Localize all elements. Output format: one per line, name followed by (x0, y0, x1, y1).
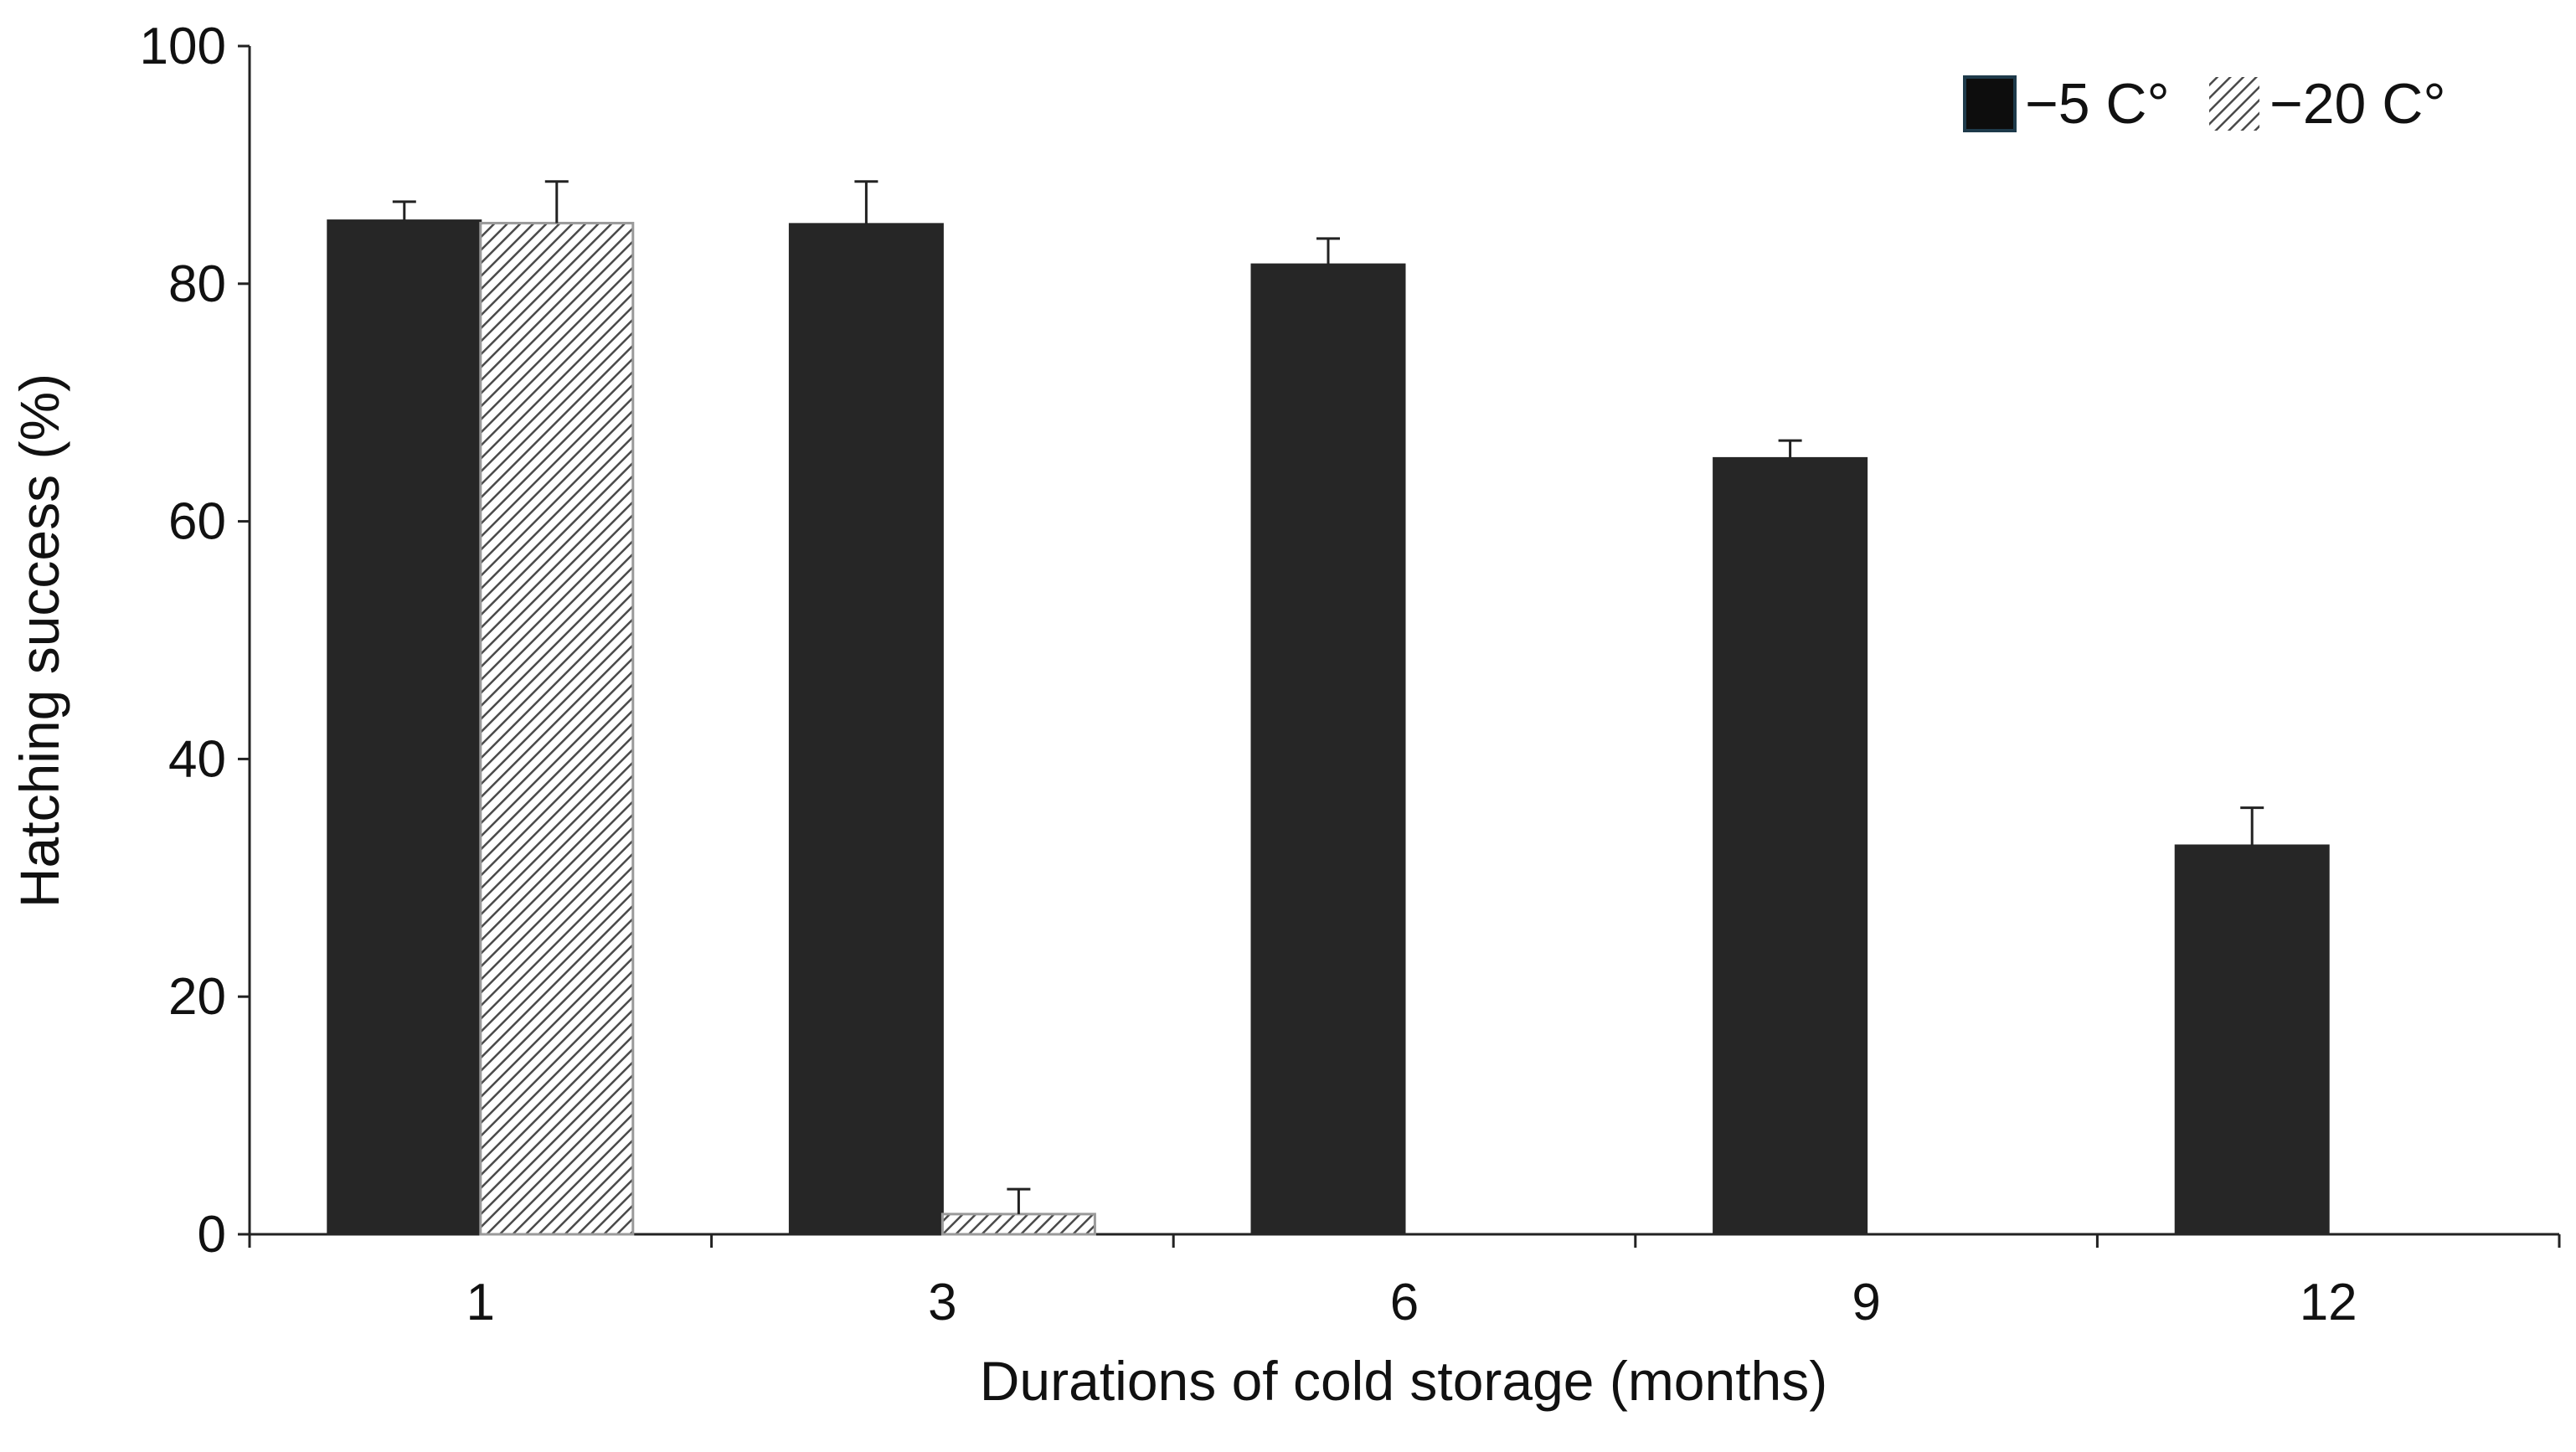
y-tick-label: 0 (198, 1206, 226, 1264)
legend: −5 C° −20 C° (1963, 72, 2446, 136)
y-tick-label: 40 (168, 730, 226, 788)
x-tick-label: 12 (2300, 1274, 2357, 1331)
x-axis-title: Durations of cold storage (months) (980, 1350, 1827, 1412)
bar (940, 1213, 1096, 1236)
bars (327, 219, 2330, 1236)
x-tick-label: 6 (1390, 1274, 1419, 1331)
bar (2174, 844, 2330, 1236)
y-axis-title: Hatching success (%) (8, 373, 70, 908)
y-tick-label: 20 (168, 968, 226, 1026)
x-tick-label: 1 (466, 1274, 495, 1331)
legend-label: −5 C° (2025, 72, 2170, 136)
y-tick-label: 100 (140, 18, 226, 75)
legend-swatch (2209, 77, 2259, 131)
bar (479, 221, 635, 1236)
y-tick-label: 80 (168, 255, 226, 313)
x-tick-label: 3 (928, 1274, 956, 1331)
bar (327, 219, 482, 1236)
y-tick-label: 60 (168, 493, 226, 551)
bar (1713, 456, 1868, 1236)
error-bars (392, 180, 2264, 1214)
legend-swatch (1963, 75, 2017, 132)
bar (788, 223, 944, 1236)
legend-label: −20 C° (2269, 72, 2446, 136)
axis-labels: Durations of cold storage (months) Hatch… (8, 373, 2357, 1412)
axes: 0 20 40 60 80 100 (140, 18, 2561, 1264)
bar (1250, 263, 1406, 1236)
x-tick-label: 9 (1852, 1274, 1880, 1331)
